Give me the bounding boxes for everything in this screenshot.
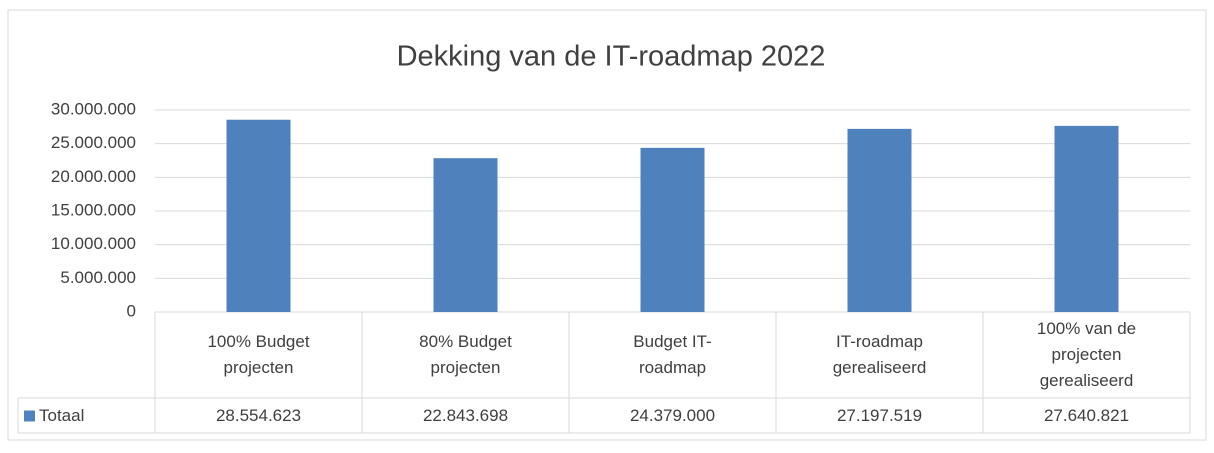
y-tick-label: 10.000.000 — [51, 234, 136, 253]
value-label: 27.197.519 — [837, 406, 922, 425]
chart-border — [7, 9, 1207, 441]
category-cell-box: 100% Budget projecten — [155, 312, 362, 398]
y-tick-label: 5.000.000 — [60, 268, 136, 287]
y-tick-label: 0 — [127, 301, 136, 320]
category-cell: IT-roadmap gerealiseerd — [776, 312, 983, 398]
y-tick-label: 20.000.000 — [51, 167, 136, 186]
x-tick-label: Budget IT-roadmap — [633, 332, 712, 377]
category-cell-box: 80% Budget projecten — [362, 312, 569, 398]
x-tick-label: 80% Budget projecten — [419, 332, 512, 377]
bar — [640, 147, 705, 312]
chart-title: Dekking van de IT-roadmap 2022 — [397, 41, 826, 73]
bar — [847, 128, 912, 312]
y-tick-label: 15.000.000 — [51, 200, 136, 219]
x-tick-label: 100% van de projecten gerealiseerd — [1036, 319, 1137, 390]
value-label: 27.640.821 — [1044, 406, 1129, 425]
legend-label: Totaal — [39, 406, 84, 425]
value-label: 22.843.698 — [423, 406, 508, 425]
category-cell-box: Budget IT-roadmap — [569, 312, 776, 398]
category-cell: 100% van de projecten gerealiseerd — [983, 312, 1190, 398]
value-label: 24.379.000 — [630, 406, 715, 425]
category-cell: 100% Budget projecten — [155, 312, 362, 398]
legend-key — [24, 410, 35, 422]
x-tick-label: 100% Budget projecten — [207, 332, 310, 377]
category-cell-box: IT-roadmap gerealiseerd — [776, 312, 983, 398]
category-cell: 80% Budget projecten — [362, 312, 569, 398]
x-tick-label: IT-roadmap gerealiseerd — [832, 332, 927, 377]
bar — [433, 158, 498, 312]
category-cell: Budget IT-roadmap — [569, 312, 776, 398]
y-tick-label: 25.000.000 — [51, 133, 136, 152]
value-label: 28.554.623 — [216, 406, 301, 425]
category-cell-box: 100% van de projecten gerealiseerd — [983, 312, 1190, 398]
y-tick-label: 30.000.000 — [51, 99, 136, 118]
bar — [1054, 125, 1119, 313]
bar — [226, 119, 291, 312]
